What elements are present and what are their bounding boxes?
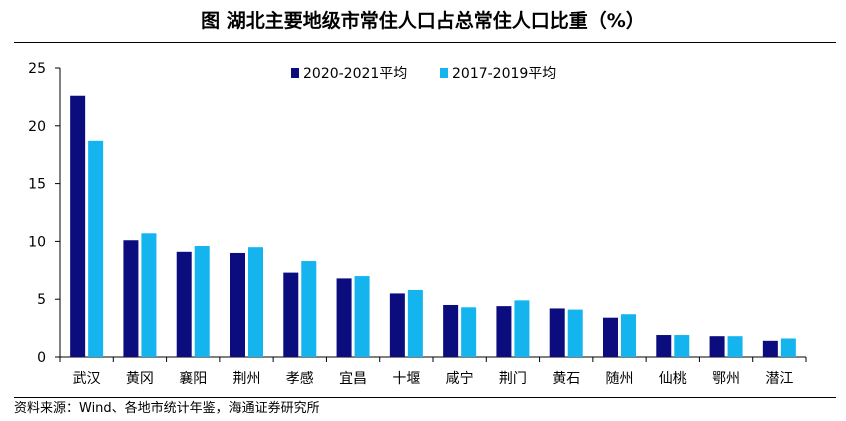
bar-series — [70, 95, 796, 357]
title-rule — [14, 42, 836, 43]
x-tick-label: 黄石 — [552, 370, 580, 387]
chart-title: 图 湖北主要地级市常住人口占总常住人口比重（%） — [201, 10, 645, 32]
bar-series-b — [141, 233, 157, 357]
bar-series-a — [762, 340, 778, 357]
bar-series-b — [514, 300, 530, 357]
bar-series-a — [336, 278, 352, 357]
bar-series-a — [443, 304, 459, 357]
source-note: 资料来源：Wind、各地市统计年鉴，海通证券研究所 — [14, 401, 320, 416]
x-tick-label: 孝感 — [286, 370, 314, 387]
x-tick-label: 荆门 — [499, 371, 527, 387]
y-tick-label: 10 — [28, 234, 46, 250]
legend-swatch — [440, 68, 448, 78]
legend: 2020-2021平均 2017-2019平均 — [291, 66, 556, 82]
x-tick-label: 襄阳 — [179, 371, 207, 387]
x-tick-label: 武汉 — [73, 371, 101, 387]
bar-series-b — [301, 261, 317, 357]
legend-swatch — [291, 68, 299, 78]
y-tick-label: 5 — [37, 292, 46, 308]
x-tick-label: 随州 — [606, 371, 634, 387]
bar-series-a — [603, 317, 618, 357]
x-tick-label: 十堰 — [392, 371, 420, 387]
bar-series-b — [567, 309, 583, 357]
bar-series-a — [656, 335, 672, 357]
y-tick-label: 25 — [28, 61, 46, 77]
bar-series-a — [70, 95, 86, 357]
x-axis: 武汉 黄冈 襄阳 荆州 孝感 宜昌 十堰 咸宁 荆门 黄石 随州 仙桃 鄂州 潜江 — [59, 356, 807, 387]
bar-series-b — [194, 246, 210, 357]
bar-series-b — [88, 140, 104, 357]
x-tick-label: 仙桃 — [659, 371, 687, 387]
bar-series-a — [389, 293, 405, 357]
y-tick-label: 15 — [28, 177, 46, 193]
bar-series-b — [674, 335, 690, 357]
bar-series-b — [727, 336, 743, 357]
y-axis: 0 5 10 15 20 25 — [28, 61, 61, 366]
y-tick-label: 0 — [37, 350, 46, 366]
x-tick-label: 鄂州 — [712, 371, 740, 387]
x-tick-label: 荆州 — [233, 371, 261, 387]
bar-series-a — [496, 306, 512, 357]
bar-series-a — [176, 251, 192, 357]
bar-series-a — [123, 240, 139, 357]
bar-series-b — [248, 247, 263, 357]
legend-label: 2017-2019平均 — [452, 66, 556, 82]
bar-series-a — [549, 308, 565, 357]
bar-series-b — [621, 314, 636, 357]
bar-series-b — [407, 289, 423, 357]
x-tick-label: 咸宁 — [446, 370, 474, 387]
bar-series-a — [283, 272, 299, 357]
x-tick-label: 宜昌 — [339, 371, 367, 387]
bar-series-b — [354, 276, 370, 357]
x-tick-label: 黄冈 — [126, 370, 154, 387]
x-tick-label: 潜江 — [765, 371, 793, 387]
source-rule — [14, 397, 836, 398]
bar-series-b — [461, 307, 477, 357]
bar-series-a — [230, 252, 245, 357]
legend-label: 2020-2021平均 — [303, 66, 407, 82]
bar-series-a — [709, 336, 725, 357]
bar-series-b — [780, 338, 796, 357]
y-tick-label: 20 — [28, 119, 46, 135]
